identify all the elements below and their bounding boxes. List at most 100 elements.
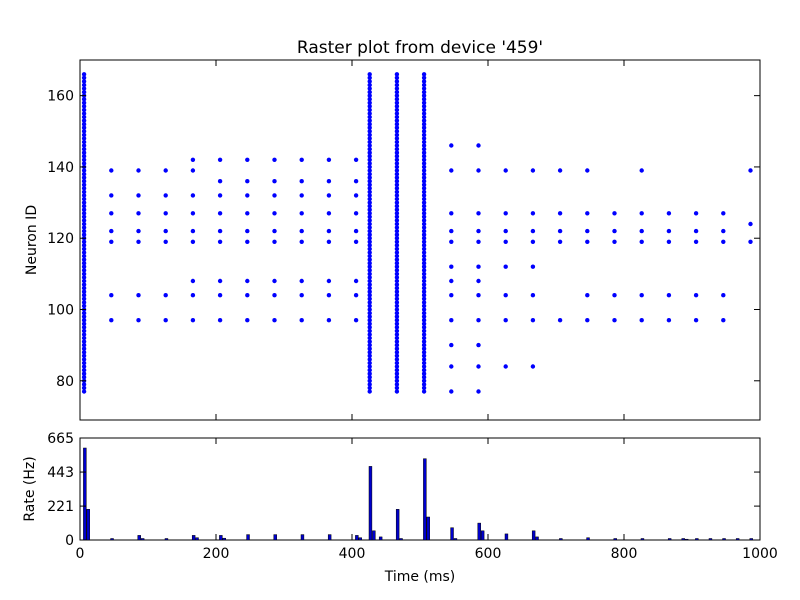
spike-marker xyxy=(394,268,400,273)
spike-marker xyxy=(245,278,250,284)
spike-marker xyxy=(245,193,250,198)
spike-marker xyxy=(666,228,672,234)
spike-marker xyxy=(136,239,141,244)
spike-marker xyxy=(503,168,508,173)
spike-marker xyxy=(367,293,372,298)
spike-marker xyxy=(394,314,400,319)
spike-marker xyxy=(81,211,87,216)
spike-marker xyxy=(367,364,372,369)
spike-marker xyxy=(367,139,372,145)
spike-marker xyxy=(394,335,400,341)
spike-marker xyxy=(421,271,427,277)
rate-bar xyxy=(219,535,223,541)
spike-marker xyxy=(421,300,427,305)
spike-marker xyxy=(367,378,372,383)
spike-marker xyxy=(326,193,332,198)
spike-marker xyxy=(394,253,400,259)
spike-marker xyxy=(421,86,427,91)
spike-marker xyxy=(394,236,400,241)
spike-marker xyxy=(367,111,372,116)
spike-marker xyxy=(81,296,87,301)
spike-marker xyxy=(367,218,372,223)
raster-y-tick-label: 160 xyxy=(47,89,74,105)
spike-marker xyxy=(748,168,753,173)
spike-marker xyxy=(367,342,372,348)
spike-marker xyxy=(367,307,372,312)
spike-marker xyxy=(367,107,372,113)
spike-marker xyxy=(421,146,427,152)
spike-marker xyxy=(394,307,400,312)
spike-marker xyxy=(394,225,400,230)
spike-marker xyxy=(421,378,427,383)
spike-marker xyxy=(190,293,196,298)
spike-marker xyxy=(81,200,87,205)
spike-marker xyxy=(326,157,332,162)
spike-marker xyxy=(367,154,372,159)
spike-marker xyxy=(81,342,87,348)
spike-marker xyxy=(367,243,372,248)
rate-bar xyxy=(613,538,617,541)
spike-marker xyxy=(530,264,536,269)
spike-marker xyxy=(81,207,87,212)
spike-marker xyxy=(367,310,372,316)
spike-marker xyxy=(367,146,372,152)
spike-marker xyxy=(449,318,454,323)
spike-marker xyxy=(394,132,400,138)
spike-marker xyxy=(81,221,87,227)
spike-marker xyxy=(421,332,427,337)
spike-marker xyxy=(421,342,427,348)
spike-marker xyxy=(394,107,400,113)
spike-marker xyxy=(394,350,400,355)
spike-marker xyxy=(449,389,454,394)
spike-marker xyxy=(81,175,87,180)
spike-marker xyxy=(299,278,304,284)
spike-marker xyxy=(81,203,87,209)
spike-marker xyxy=(421,164,427,170)
spike-marker xyxy=(81,243,87,248)
spike-marker xyxy=(81,225,87,230)
spike-marker xyxy=(693,228,699,234)
spike-marker xyxy=(245,239,250,244)
spike-marker xyxy=(217,211,223,216)
spike-marker xyxy=(530,364,536,369)
spike-marker xyxy=(421,382,427,387)
spike-marker xyxy=(81,161,87,166)
spike-marker xyxy=(81,182,87,187)
spike-marker xyxy=(421,314,427,319)
spike-marker xyxy=(272,211,277,216)
spike-marker xyxy=(449,278,454,284)
spike-marker xyxy=(272,278,277,284)
spike-marker xyxy=(503,293,508,298)
spike-marker xyxy=(217,179,223,184)
spike-marker xyxy=(367,367,372,373)
spike-marker xyxy=(421,318,427,323)
spike-marker xyxy=(421,82,427,88)
spike-marker xyxy=(367,271,372,277)
spike-marker xyxy=(217,157,223,162)
spike-marker xyxy=(367,257,372,262)
rate-bar xyxy=(86,509,90,541)
spike-marker xyxy=(81,136,87,141)
spike-marker xyxy=(421,186,427,191)
spike-marker xyxy=(272,157,277,162)
spike-marker xyxy=(81,275,87,280)
spike-marker xyxy=(394,75,400,81)
rate-y-tick-label: 221 xyxy=(47,499,74,515)
spike-marker xyxy=(421,371,427,376)
spike-marker xyxy=(81,232,87,237)
rate-bar xyxy=(640,538,645,541)
spike-marker xyxy=(394,296,400,301)
spike-marker xyxy=(353,228,359,234)
spike-marker xyxy=(394,186,400,191)
spike-marker xyxy=(557,211,563,216)
spike-marker xyxy=(109,211,114,216)
spike-marker xyxy=(394,86,400,91)
rate-bar xyxy=(191,535,196,541)
rate-bar xyxy=(358,537,362,541)
spike-marker xyxy=(367,261,372,266)
spike-marker xyxy=(190,211,196,216)
spike-marker xyxy=(421,278,427,284)
spike-marker xyxy=(367,104,372,109)
spike-marker xyxy=(693,211,699,216)
spike-marker xyxy=(367,200,372,205)
